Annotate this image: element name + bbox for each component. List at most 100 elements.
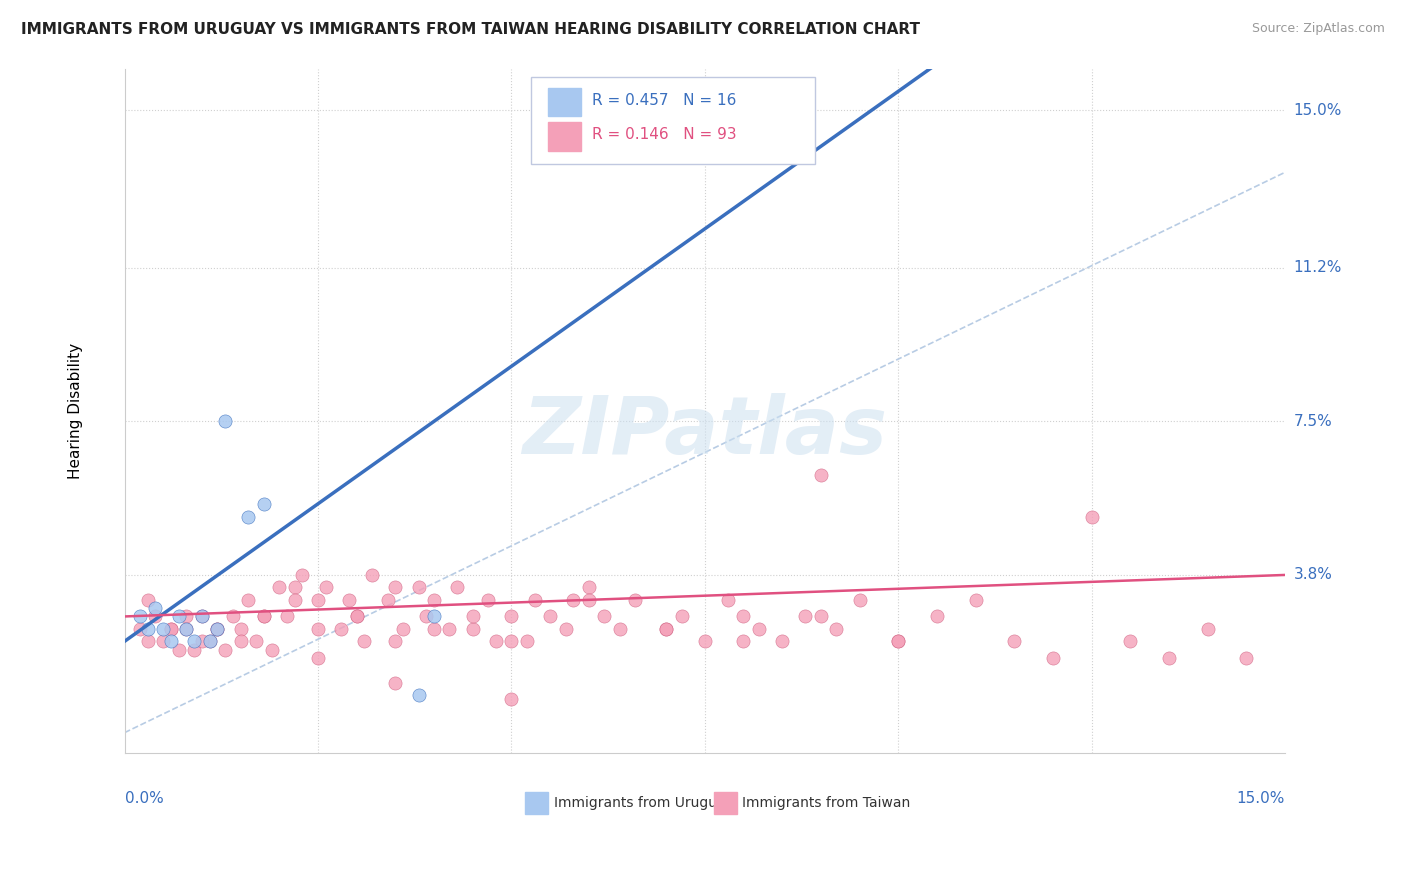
Point xyxy=(307,622,329,636)
Point xyxy=(925,609,948,624)
Point xyxy=(207,622,229,636)
Point xyxy=(887,634,910,648)
Point xyxy=(129,622,152,636)
Point xyxy=(554,622,576,636)
Point xyxy=(136,634,159,648)
Point xyxy=(810,468,832,483)
Point xyxy=(693,634,716,648)
Text: Source: ZipAtlas.com: Source: ZipAtlas.com xyxy=(1251,22,1385,36)
Text: Immigrants from Taiwan: Immigrants from Taiwan xyxy=(742,797,910,811)
Point xyxy=(160,634,183,648)
Point xyxy=(291,568,314,582)
Point xyxy=(207,622,229,636)
Point xyxy=(229,634,252,648)
Point xyxy=(423,609,446,624)
Point xyxy=(609,622,631,636)
Point xyxy=(717,592,740,607)
Point xyxy=(578,592,600,607)
Point xyxy=(337,592,360,607)
Point xyxy=(408,689,430,703)
Point xyxy=(229,622,252,636)
Point xyxy=(214,414,236,428)
Point xyxy=(245,634,267,648)
Point xyxy=(538,609,561,624)
Point xyxy=(384,676,406,690)
Point xyxy=(191,609,214,624)
Point xyxy=(408,581,430,595)
Point xyxy=(1157,651,1180,665)
Point xyxy=(593,609,616,624)
Point xyxy=(485,634,508,648)
Point xyxy=(276,609,298,624)
Point xyxy=(129,609,152,624)
Point xyxy=(965,592,987,607)
Point xyxy=(392,622,415,636)
Text: 7.5%: 7.5% xyxy=(1294,414,1331,429)
Point xyxy=(253,609,276,624)
Point xyxy=(384,581,406,595)
Bar xyxy=(548,87,581,117)
Text: R = 0.457   N = 16: R = 0.457 N = 16 xyxy=(592,93,737,108)
Point xyxy=(176,609,198,624)
Point xyxy=(655,622,678,636)
Text: IMMIGRANTS FROM URUGUAY VS IMMIGRANTS FROM TAIWAN HEARING DISABILITY CORRELATION: IMMIGRANTS FROM URUGUAY VS IMMIGRANTS FR… xyxy=(21,22,920,37)
Point xyxy=(848,592,870,607)
Point xyxy=(160,622,183,636)
Point xyxy=(136,622,159,636)
Point xyxy=(1234,651,1257,665)
Point xyxy=(423,622,446,636)
Point xyxy=(423,592,446,607)
Point xyxy=(516,634,538,648)
Text: 0.0%: 0.0% xyxy=(125,791,163,806)
Point xyxy=(1042,651,1064,665)
Point xyxy=(523,592,546,607)
Text: 3.8%: 3.8% xyxy=(1294,567,1333,582)
Point xyxy=(825,622,848,636)
Point xyxy=(238,509,260,524)
Point xyxy=(461,609,484,624)
FancyBboxPatch shape xyxy=(530,77,815,164)
Point xyxy=(198,634,221,648)
Point xyxy=(160,622,183,636)
Point xyxy=(384,634,406,648)
Point xyxy=(446,581,468,595)
Point xyxy=(152,622,174,636)
Point xyxy=(562,592,585,607)
Text: R = 0.146   N = 93: R = 0.146 N = 93 xyxy=(592,128,737,143)
Point xyxy=(501,609,523,624)
Point xyxy=(501,634,523,648)
Point xyxy=(1080,509,1102,524)
Point xyxy=(733,634,755,648)
Text: Hearing Disability: Hearing Disability xyxy=(69,343,83,479)
Point xyxy=(191,609,214,624)
Point xyxy=(284,581,307,595)
Point xyxy=(145,609,167,624)
Point xyxy=(377,592,399,607)
Point xyxy=(183,634,205,648)
Point xyxy=(191,634,214,648)
Point xyxy=(733,609,755,624)
Point xyxy=(307,592,329,607)
Point xyxy=(176,622,198,636)
Point xyxy=(176,622,198,636)
Point xyxy=(207,622,229,636)
Point xyxy=(307,651,329,665)
Point xyxy=(1002,634,1025,648)
Point xyxy=(183,642,205,657)
Point xyxy=(415,609,437,624)
Point xyxy=(253,609,276,624)
Point xyxy=(346,609,368,624)
Point xyxy=(167,642,190,657)
Point xyxy=(269,581,291,595)
Point xyxy=(253,497,276,511)
Point xyxy=(238,592,260,607)
Point xyxy=(1197,622,1219,636)
Point xyxy=(315,581,337,595)
Point xyxy=(887,634,910,648)
Point xyxy=(330,622,353,636)
Text: Immigrants from Uruguay: Immigrants from Uruguay xyxy=(554,797,734,811)
Text: 15.0%: 15.0% xyxy=(1294,103,1341,118)
Point xyxy=(461,622,484,636)
Point xyxy=(578,581,600,595)
Point xyxy=(655,622,678,636)
